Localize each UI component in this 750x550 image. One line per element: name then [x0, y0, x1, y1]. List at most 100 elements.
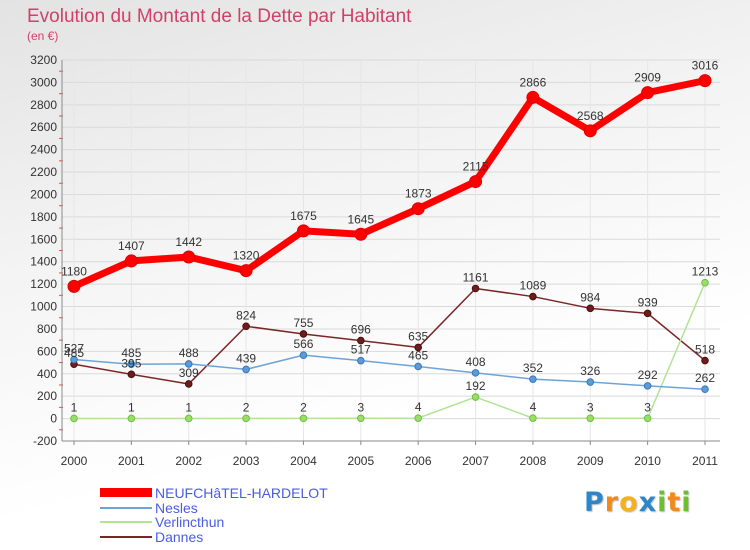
legend-item-verlincthun: Verlincthun — [100, 514, 360, 530]
data-point-nesles — [242, 365, 250, 374]
data-point-dannes — [586, 304, 595, 313]
data-label-nesles: 488 — [179, 346, 199, 360]
data-point-verlincthun — [701, 278, 709, 287]
data-point-verlincthun — [586, 414, 595, 423]
data-label-dannes: 984 — [580, 290, 600, 304]
data-label-dannes: 939 — [638, 295, 658, 309]
x-tick-label: 2010 — [634, 454, 661, 468]
data-point-neufch-tel-hardelot — [469, 175, 483, 189]
data-point-dannes — [184, 380, 193, 388]
data-point-neufch-tel-hardelot — [583, 124, 597, 138]
x-tick-label: 2011 — [692, 454, 718, 468]
x-tick-label: 2009 — [577, 454, 604, 468]
legend-item-nesles: Nesles — [100, 500, 360, 516]
y-tick-label: 2600 — [30, 120, 57, 134]
data-point-nesles — [184, 360, 193, 368]
data-point-dannes — [357, 336, 365, 345]
data-label-dannes: 755 — [293, 316, 313, 330]
data-label-neufch-tel-hardelot: 1442 — [175, 235, 202, 249]
data-point-dannes — [701, 356, 709, 365]
x-tick-label: 2008 — [520, 454, 547, 468]
y-tick-label: 800 — [37, 322, 57, 336]
data-point-verlincthun — [184, 414, 193, 423]
data-point-neufch-tel-hardelot — [239, 264, 253, 278]
data-point-dannes — [242, 322, 250, 331]
data-point-nesles — [643, 382, 652, 390]
data-point-nesles — [70, 355, 78, 364]
data-point-verlincthun — [414, 414, 422, 422]
y-tick-label: 2000 — [30, 187, 57, 201]
data-point-verlincthun — [242, 414, 250, 423]
logo-letter: x — [638, 487, 658, 518]
legend-label-verlincthun: Verlincthun — [155, 514, 225, 530]
data-label-verlincthun: 4 — [415, 400, 422, 414]
logo-letter: i — [657, 487, 668, 518]
data-point-neufch-tel-hardelot — [641, 86, 655, 100]
data-point-dannes — [471, 284, 480, 293]
data-label-verlincthun: 1213 — [692, 265, 719, 279]
legend-swatch-dannes — [100, 535, 152, 538]
data-label-nesles: 485 — [121, 346, 141, 360]
data-label-verlincthun: 1 — [71, 400, 78, 414]
data-point-nesles — [127, 360, 136, 369]
y-tick-label: 200 — [37, 389, 57, 403]
x-tick-label: 2001 — [118, 454, 145, 468]
data-point-neufch-tel-hardelot — [526, 90, 540, 104]
data-label-dannes: 518 — [695, 343, 715, 357]
x-tick-label: 2002 — [175, 454, 202, 468]
data-label-nesles: 326 — [580, 364, 600, 378]
series-line-nesles — [73, 354, 706, 390]
data-label-verlincthun: 2 — [300, 400, 307, 414]
data-label-dannes: 395 — [121, 356, 141, 370]
y-tick-label: 1400 — [30, 255, 57, 269]
data-point-dannes — [643, 309, 652, 318]
data-point-verlincthun — [471, 393, 480, 401]
data-label-dannes: 485 — [64, 346, 84, 360]
data-label-nesles: 439 — [236, 351, 256, 365]
data-point-nesles — [701, 385, 709, 394]
x-tick-label: 2004 — [290, 454, 317, 468]
logo-letter: P — [584, 487, 605, 518]
y-tick-label: 3000 — [30, 75, 57, 89]
data-label-verlincthun: 3 — [357, 400, 364, 414]
data-point-verlincthun — [70, 414, 78, 423]
data-label-verlincthun: 4 — [530, 400, 537, 414]
data-point-neufch-tel-hardelot — [67, 279, 81, 293]
data-label-neufch-tel-hardelot: 1407 — [118, 239, 145, 253]
y-tick-label: 3200 — [30, 53, 57, 67]
y-tick-label: 2400 — [30, 143, 57, 157]
legend-swatch-nesles — [100, 506, 152, 509]
series-line-verlincthun — [73, 281, 706, 420]
data-point-neufch-tel-hardelot — [411, 202, 425, 216]
legend-label-dannes: Dannes — [155, 528, 204, 545]
data-label-neufch-tel-hardelot: 1180 — [61, 264, 87, 278]
data-point-verlincthun — [357, 414, 365, 423]
data-label-verlincthun: 2 — [243, 400, 250, 414]
data-point-verlincthun — [127, 414, 136, 423]
data-label-nesles: 566 — [293, 337, 313, 351]
x-tick-label: 2003 — [233, 454, 260, 468]
legend-swatch-verlincthun — [100, 521, 152, 523]
chart-subtitle: (en €) — [27, 29, 59, 43]
data-label-nesles: 408 — [466, 355, 486, 369]
data-label-verlincthun: 192 — [466, 379, 486, 393]
data-label-dannes: 1161 — [463, 270, 489, 284]
data-point-neufch-tel-hardelot — [296, 224, 310, 238]
logo-letter: t — [667, 487, 682, 518]
y-tick-label: 600 — [37, 344, 57, 358]
legend-swatch-neufchatel-hardelot — [100, 488, 152, 497]
y-tick-label: 1000 — [30, 300, 57, 314]
data-point-dannes — [299, 330, 308, 338]
data-label-neufch-tel-hardelot: 1675 — [290, 209, 317, 223]
x-tick-label: 2000 — [61, 454, 88, 468]
x-tick-label: 2007 — [462, 454, 489, 468]
y-tick-label: 2200 — [30, 165, 57, 179]
data-point-dannes — [414, 343, 422, 352]
y-tick-label: 400 — [37, 367, 57, 381]
data-label-neufch-tel-hardelot: 2909 — [634, 71, 661, 85]
y-tick-label: 1800 — [30, 210, 57, 224]
chart-title: Evolution du Montant de la Dette par Hab… — [27, 6, 412, 27]
data-point-neufch-tel-hardelot — [354, 227, 368, 241]
data-label-nesles: 517 — [351, 343, 371, 357]
